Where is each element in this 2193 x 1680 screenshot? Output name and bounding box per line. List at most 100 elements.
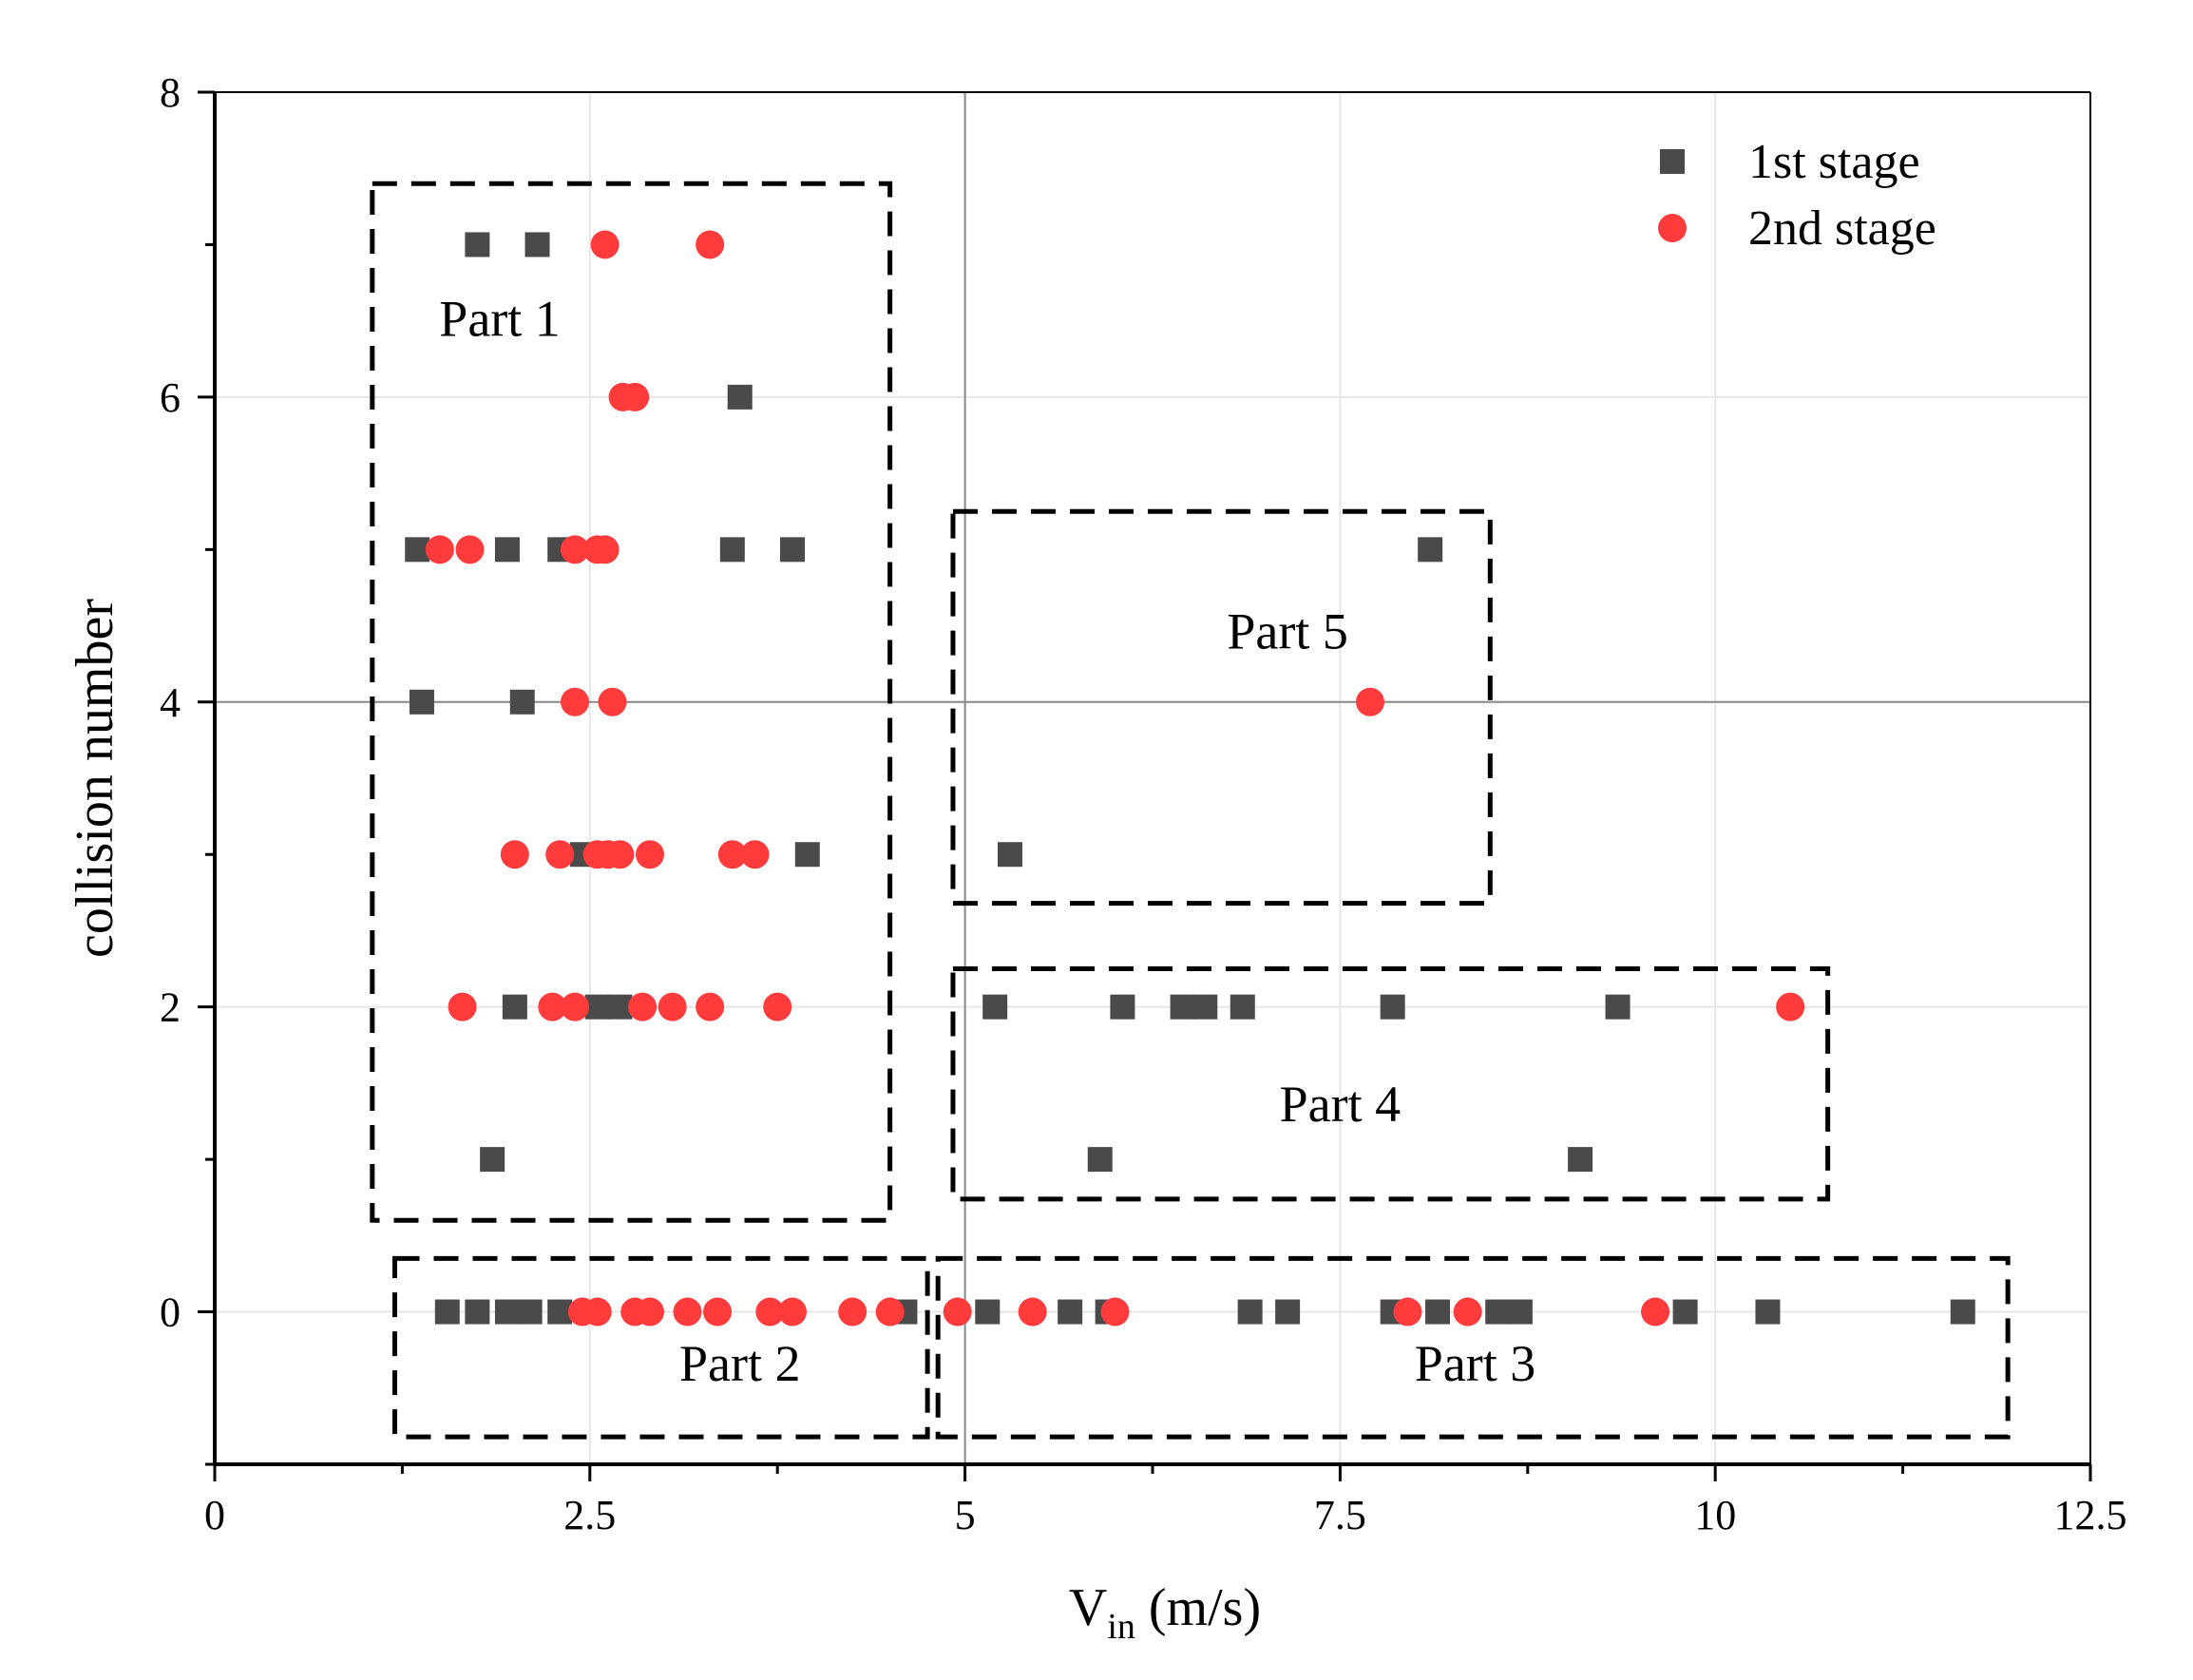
point-series-2-3 [620, 382, 650, 411]
point-series-2-4 [425, 535, 454, 564]
point-series-1-22 [1380, 994, 1405, 1020]
point-series-2-33 [703, 1297, 733, 1327]
point-series-1-15 [584, 994, 610, 1020]
point-series-2-18 [717, 840, 747, 869]
point-series-1-37 [1275, 1299, 1301, 1325]
legend-marker-2 [1658, 214, 1687, 242]
point-series-2-24 [658, 992, 687, 1021]
x-axis-title-main: V [1069, 1578, 1107, 1637]
region-box-2 [392, 1255, 930, 1440]
region-boxes: Part 1 Part 2 Part 3 Part 4 Part 5 [370, 181, 2011, 1440]
point-series-1-12 [794, 842, 820, 868]
point-series-2-40 [1100, 1297, 1130, 1327]
point-series-2-23 [628, 992, 658, 1021]
x-tick-label-5: 12.5 [2054, 1492, 2127, 1538]
point-series-1-27 [434, 1299, 460, 1325]
point-series-1-9 [409, 689, 434, 715]
point-series-2-37 [875, 1297, 905, 1327]
point-series-1-34 [1058, 1299, 1083, 1325]
point-series-2-42 [1453, 1297, 1482, 1327]
point-series-1-6 [719, 537, 745, 563]
point-series-2-31 [635, 1297, 664, 1327]
point-series-1-31 [547, 1299, 573, 1325]
point-series-1-8 [1418, 537, 1443, 563]
point-series-2-35 [777, 1297, 807, 1327]
point-series-1-29 [494, 1299, 520, 1325]
point-series-1-28 [465, 1299, 490, 1325]
point-series-2-38 [943, 1297, 972, 1327]
point-series-2-10 [598, 687, 627, 716]
point-series-1-36 [1237, 1299, 1263, 1325]
data-points [405, 230, 1975, 1327]
point-series-2-36 [838, 1297, 868, 1327]
region-label-5: Part 5 [1227, 603, 1348, 660]
point-series-2-6 [561, 535, 590, 564]
point-series-2-0 [590, 230, 620, 259]
point-series-1-33 [975, 1299, 1001, 1325]
region-label-2: Part 2 [679, 1335, 801, 1392]
legend-label-2: 2nd stage [1748, 201, 1936, 256]
point-series-2-11 [1355, 687, 1384, 716]
region-label-3: Part 3 [1415, 1335, 1536, 1392]
point-series-2-27 [1776, 992, 1805, 1021]
point-series-2-16 [605, 840, 635, 869]
region-label-1: Part 1 [439, 291, 561, 348]
y-tick-label-4: 8 [160, 69, 181, 116]
point-series-2-29 [582, 1297, 612, 1327]
point-series-1-20 [1192, 994, 1218, 1020]
point-series-2-26 [763, 992, 792, 1021]
point-series-1-30 [517, 1299, 543, 1325]
legend-marker-1 [1660, 149, 1685, 174]
region-box-5 [950, 508, 1493, 907]
point-series-1-26 [1568, 1147, 1593, 1173]
legend-label-1: 1st stage [1748, 135, 1920, 189]
point-series-2-25 [696, 992, 725, 1021]
point-series-1-43 [1755, 1299, 1781, 1325]
x-tick-label-1: 2.5 [563, 1492, 616, 1538]
point-series-1-0 [465, 232, 490, 258]
point-series-1-4 [494, 537, 520, 563]
region-box-4 [950, 966, 1831, 1202]
point-series-2-13 [545, 840, 575, 869]
point-series-2-5 [455, 535, 485, 564]
point-series-2-17 [635, 840, 664, 869]
y-tick-label-3: 6 [160, 374, 181, 421]
x-tick-label-2: 5 [955, 1492, 976, 1538]
point-series-2-41 [1393, 1297, 1422, 1327]
point-series-2-1 [696, 230, 725, 259]
y-axis-title: collision number [66, 599, 124, 958]
point-series-1-18 [1110, 994, 1135, 1020]
point-series-1-24 [480, 1147, 505, 1173]
point-series-1-17 [982, 994, 1008, 1020]
point-series-2-20 [448, 992, 477, 1021]
y-tick-label-1: 2 [160, 984, 181, 1031]
point-series-2-43 [1641, 1297, 1670, 1327]
point-series-1-40 [1485, 1299, 1511, 1325]
x-tick-label-4: 10 [1694, 1492, 1736, 1538]
point-series-2-19 [740, 840, 770, 869]
point-series-1-7 [779, 537, 805, 563]
x-axis-title-units: (m/s) [1135, 1578, 1261, 1637]
point-series-1-13 [997, 842, 1022, 868]
point-series-1-21 [1230, 994, 1255, 1020]
point-series-2-8 [590, 535, 620, 564]
region-box-1 [370, 181, 893, 1223]
y-tick-label-0: 0 [160, 1289, 181, 1336]
x-tick-label-0: 0 [204, 1492, 225, 1538]
point-series-1-44 [1950, 1299, 1975, 1325]
point-series-2-9 [561, 687, 590, 716]
point-series-1-3 [405, 537, 430, 563]
x-tick-label-3: 7.5 [1314, 1492, 1366, 1538]
point-series-2-21 [538, 992, 567, 1021]
point-series-1-41 [1507, 1299, 1533, 1325]
point-series-1-39 [1425, 1299, 1451, 1325]
point-series-2-22 [561, 992, 590, 1021]
point-series-1-42 [1672, 1299, 1698, 1325]
point-series-1-1 [524, 232, 550, 258]
point-series-1-25 [1087, 1147, 1113, 1173]
x-axis-title: Vin (m/s) [1069, 1578, 1261, 1647]
point-series-1-2 [727, 384, 753, 410]
point-series-1-23 [1605, 994, 1630, 1020]
region-label-4: Part 4 [1280, 1076, 1402, 1133]
point-series-1-16 [607, 994, 633, 1020]
